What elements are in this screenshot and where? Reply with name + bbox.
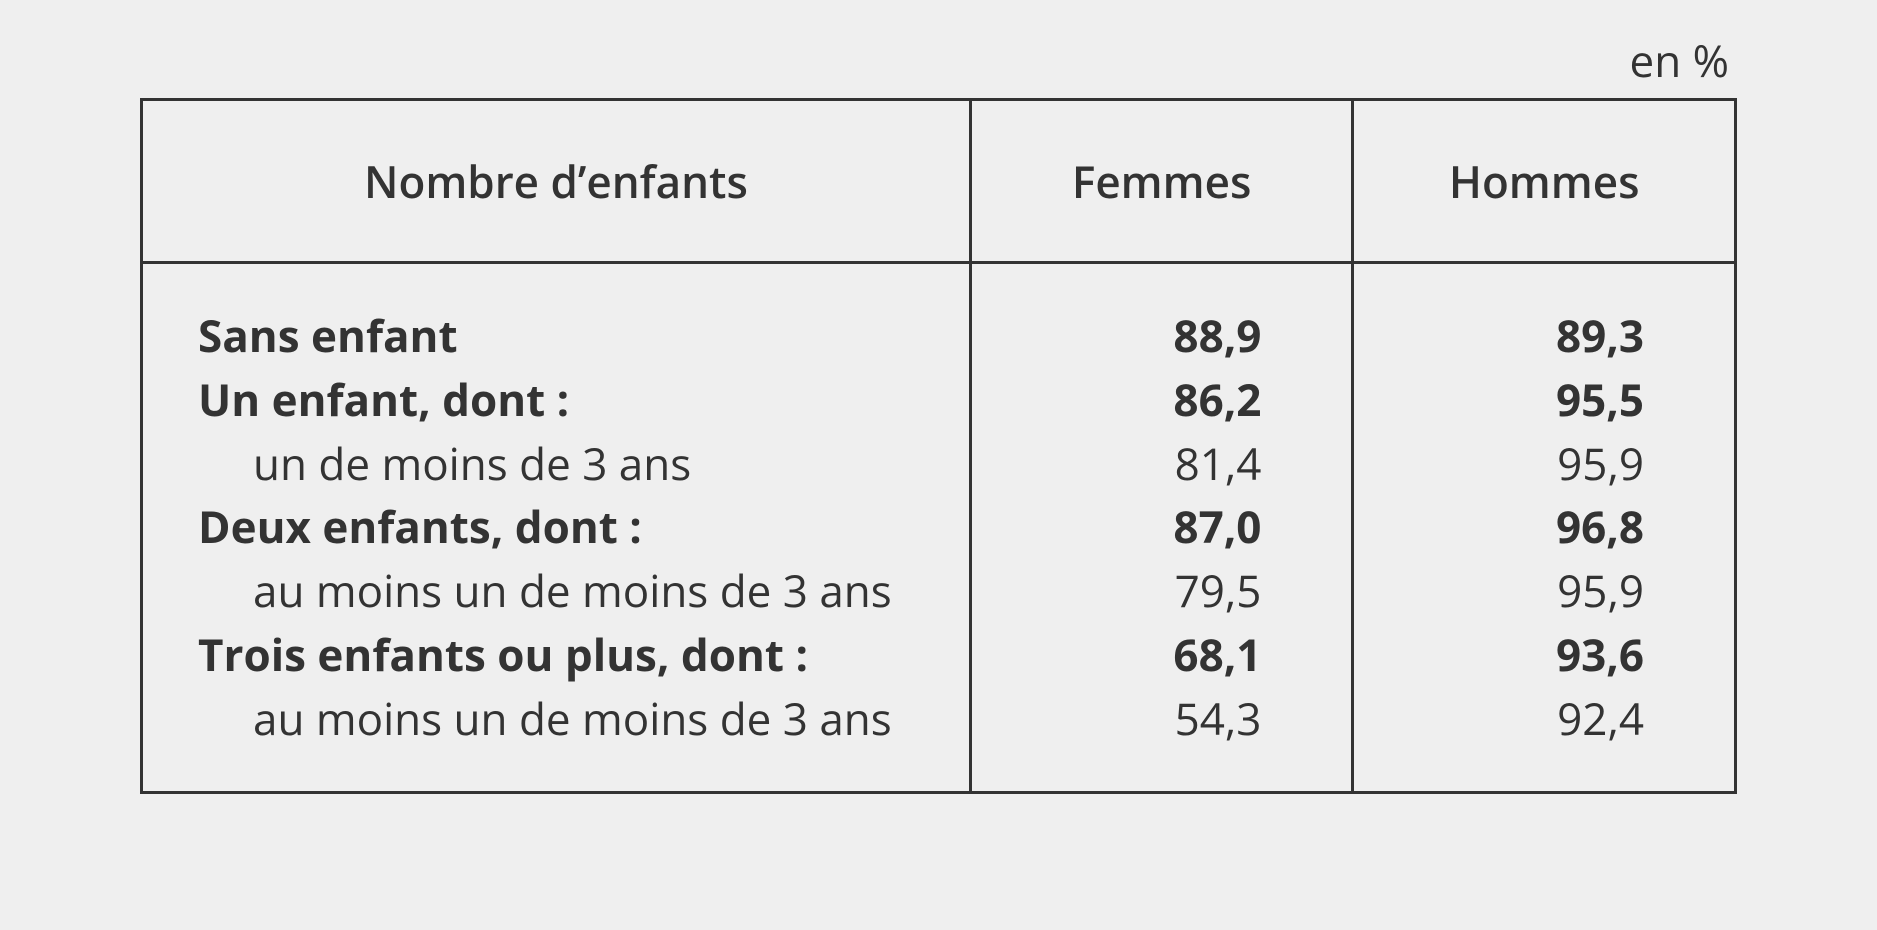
col-header-label: Nombre d’enfants bbox=[142, 100, 971, 263]
table-row: Deux enfants, dont :87,096,8 bbox=[142, 495, 1736, 559]
table-row: Un enfant, dont :86,295,5 bbox=[142, 368, 1736, 432]
row-label: Sans enfant bbox=[142, 263, 971, 368]
row-value-hommes: 89,3 bbox=[1353, 263, 1736, 368]
row-value-hommes: 93,6 bbox=[1353, 623, 1736, 687]
row-label: Un enfant, dont : bbox=[142, 368, 971, 432]
row-label: un de moins de 3 ans bbox=[142, 432, 971, 496]
table-row: au moins un de moins de 3 ans54,392,4 bbox=[142, 687, 1736, 792]
row-value-femmes: 86,2 bbox=[970, 368, 1353, 432]
row-value-femmes: 87,0 bbox=[970, 495, 1353, 559]
row-value-hommes: 95,5 bbox=[1353, 368, 1736, 432]
row-label: Deux enfants, dont : bbox=[142, 495, 971, 559]
row-label: au moins un de moins de 3 ans bbox=[142, 687, 971, 792]
row-label: Trois enfants ou plus, dont : bbox=[142, 623, 971, 687]
row-value-hommes: 95,9 bbox=[1353, 559, 1736, 623]
row-value-femmes: 79,5 bbox=[970, 559, 1353, 623]
row-label: au moins un de moins de 3 ans bbox=[142, 559, 971, 623]
row-value-hommes: 95,9 bbox=[1353, 432, 1736, 496]
row-value-hommes: 92,4 bbox=[1353, 687, 1736, 792]
col-header-femmes: Femmes bbox=[970, 100, 1353, 263]
row-value-femmes: 68,1 bbox=[970, 623, 1353, 687]
row-value-hommes: 96,8 bbox=[1353, 495, 1736, 559]
row-value-femmes: 81,4 bbox=[970, 432, 1353, 496]
data-table: Nombre d’enfants Femmes Hommes Sans enfa… bbox=[140, 98, 1737, 794]
col-header-hommes: Hommes bbox=[1353, 100, 1736, 263]
table-row: un de moins de 3 ans81,495,9 bbox=[142, 432, 1736, 496]
row-value-femmes: 88,9 bbox=[970, 263, 1353, 368]
table-row: au moins un de moins de 3 ans79,595,9 bbox=[142, 559, 1736, 623]
table-row: Trois enfants ou plus, dont :68,193,6 bbox=[142, 623, 1736, 687]
unit-label: en % bbox=[140, 30, 1737, 90]
table-header-row: Nombre d’enfants Femmes Hommes bbox=[142, 100, 1736, 263]
table-row: Sans enfant88,989,3 bbox=[142, 263, 1736, 368]
row-value-femmes: 54,3 bbox=[970, 687, 1353, 792]
